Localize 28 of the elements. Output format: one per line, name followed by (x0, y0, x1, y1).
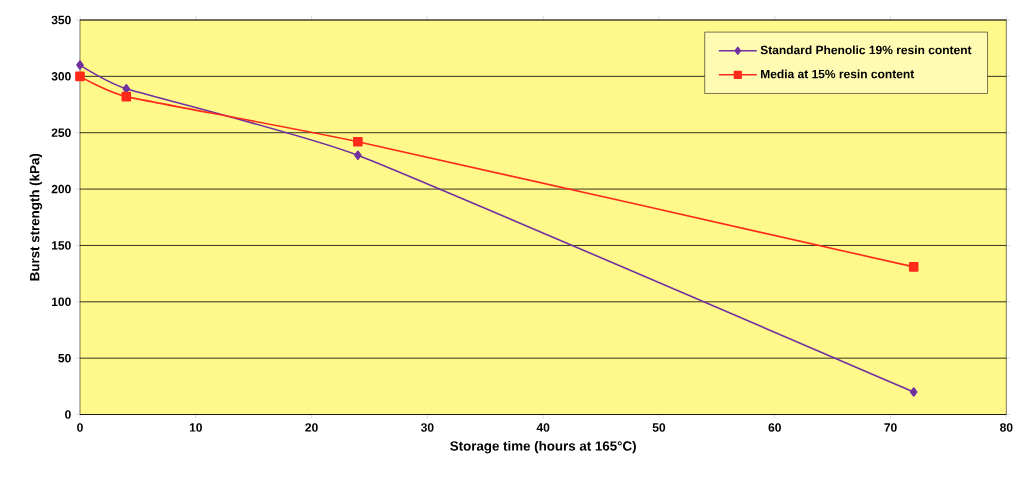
y-tick-label: 100 (52, 297, 71, 306)
x-tick-label: 50 (652, 423, 666, 432)
x-tick-label: 10 (189, 423, 202, 432)
point (121, 91, 132, 102)
y-tick-label: 150 (52, 241, 71, 250)
point (76, 60, 84, 70)
y-tick-label: 50 (58, 353, 71, 363)
point (354, 150, 362, 160)
point (909, 387, 918, 397)
x-tick-label: 40 (536, 423, 550, 432)
legend-label: Standard Phenolic 19% resin content (760, 45, 972, 55)
y-tick-label: 350 (51, 15, 71, 25)
y-tick-label: 300 (51, 72, 71, 81)
y-axis-title: Burst strength (kPa) (29, 153, 43, 281)
x-tick-label: 20 (305, 423, 318, 432)
point (353, 136, 363, 147)
x-tick-label: 70 (884, 423, 897, 432)
y-tick-label: 200 (51, 184, 71, 194)
x-axis-title: Storage time (hours at 165°C) (450, 440, 636, 454)
point (908, 261, 919, 272)
x-tick-label: 30 (420, 423, 434, 432)
x-tick-label: 60 (768, 423, 781, 432)
x-tick-label: 80 (1000, 423, 1013, 432)
point (75, 71, 85, 82)
legend-label: Media at 15% resin content (761, 69, 915, 79)
x-tick-label: 0 (77, 423, 83, 432)
y-tick-label: 0 (65, 410, 71, 419)
y-tick-label: 250 (51, 128, 71, 137)
